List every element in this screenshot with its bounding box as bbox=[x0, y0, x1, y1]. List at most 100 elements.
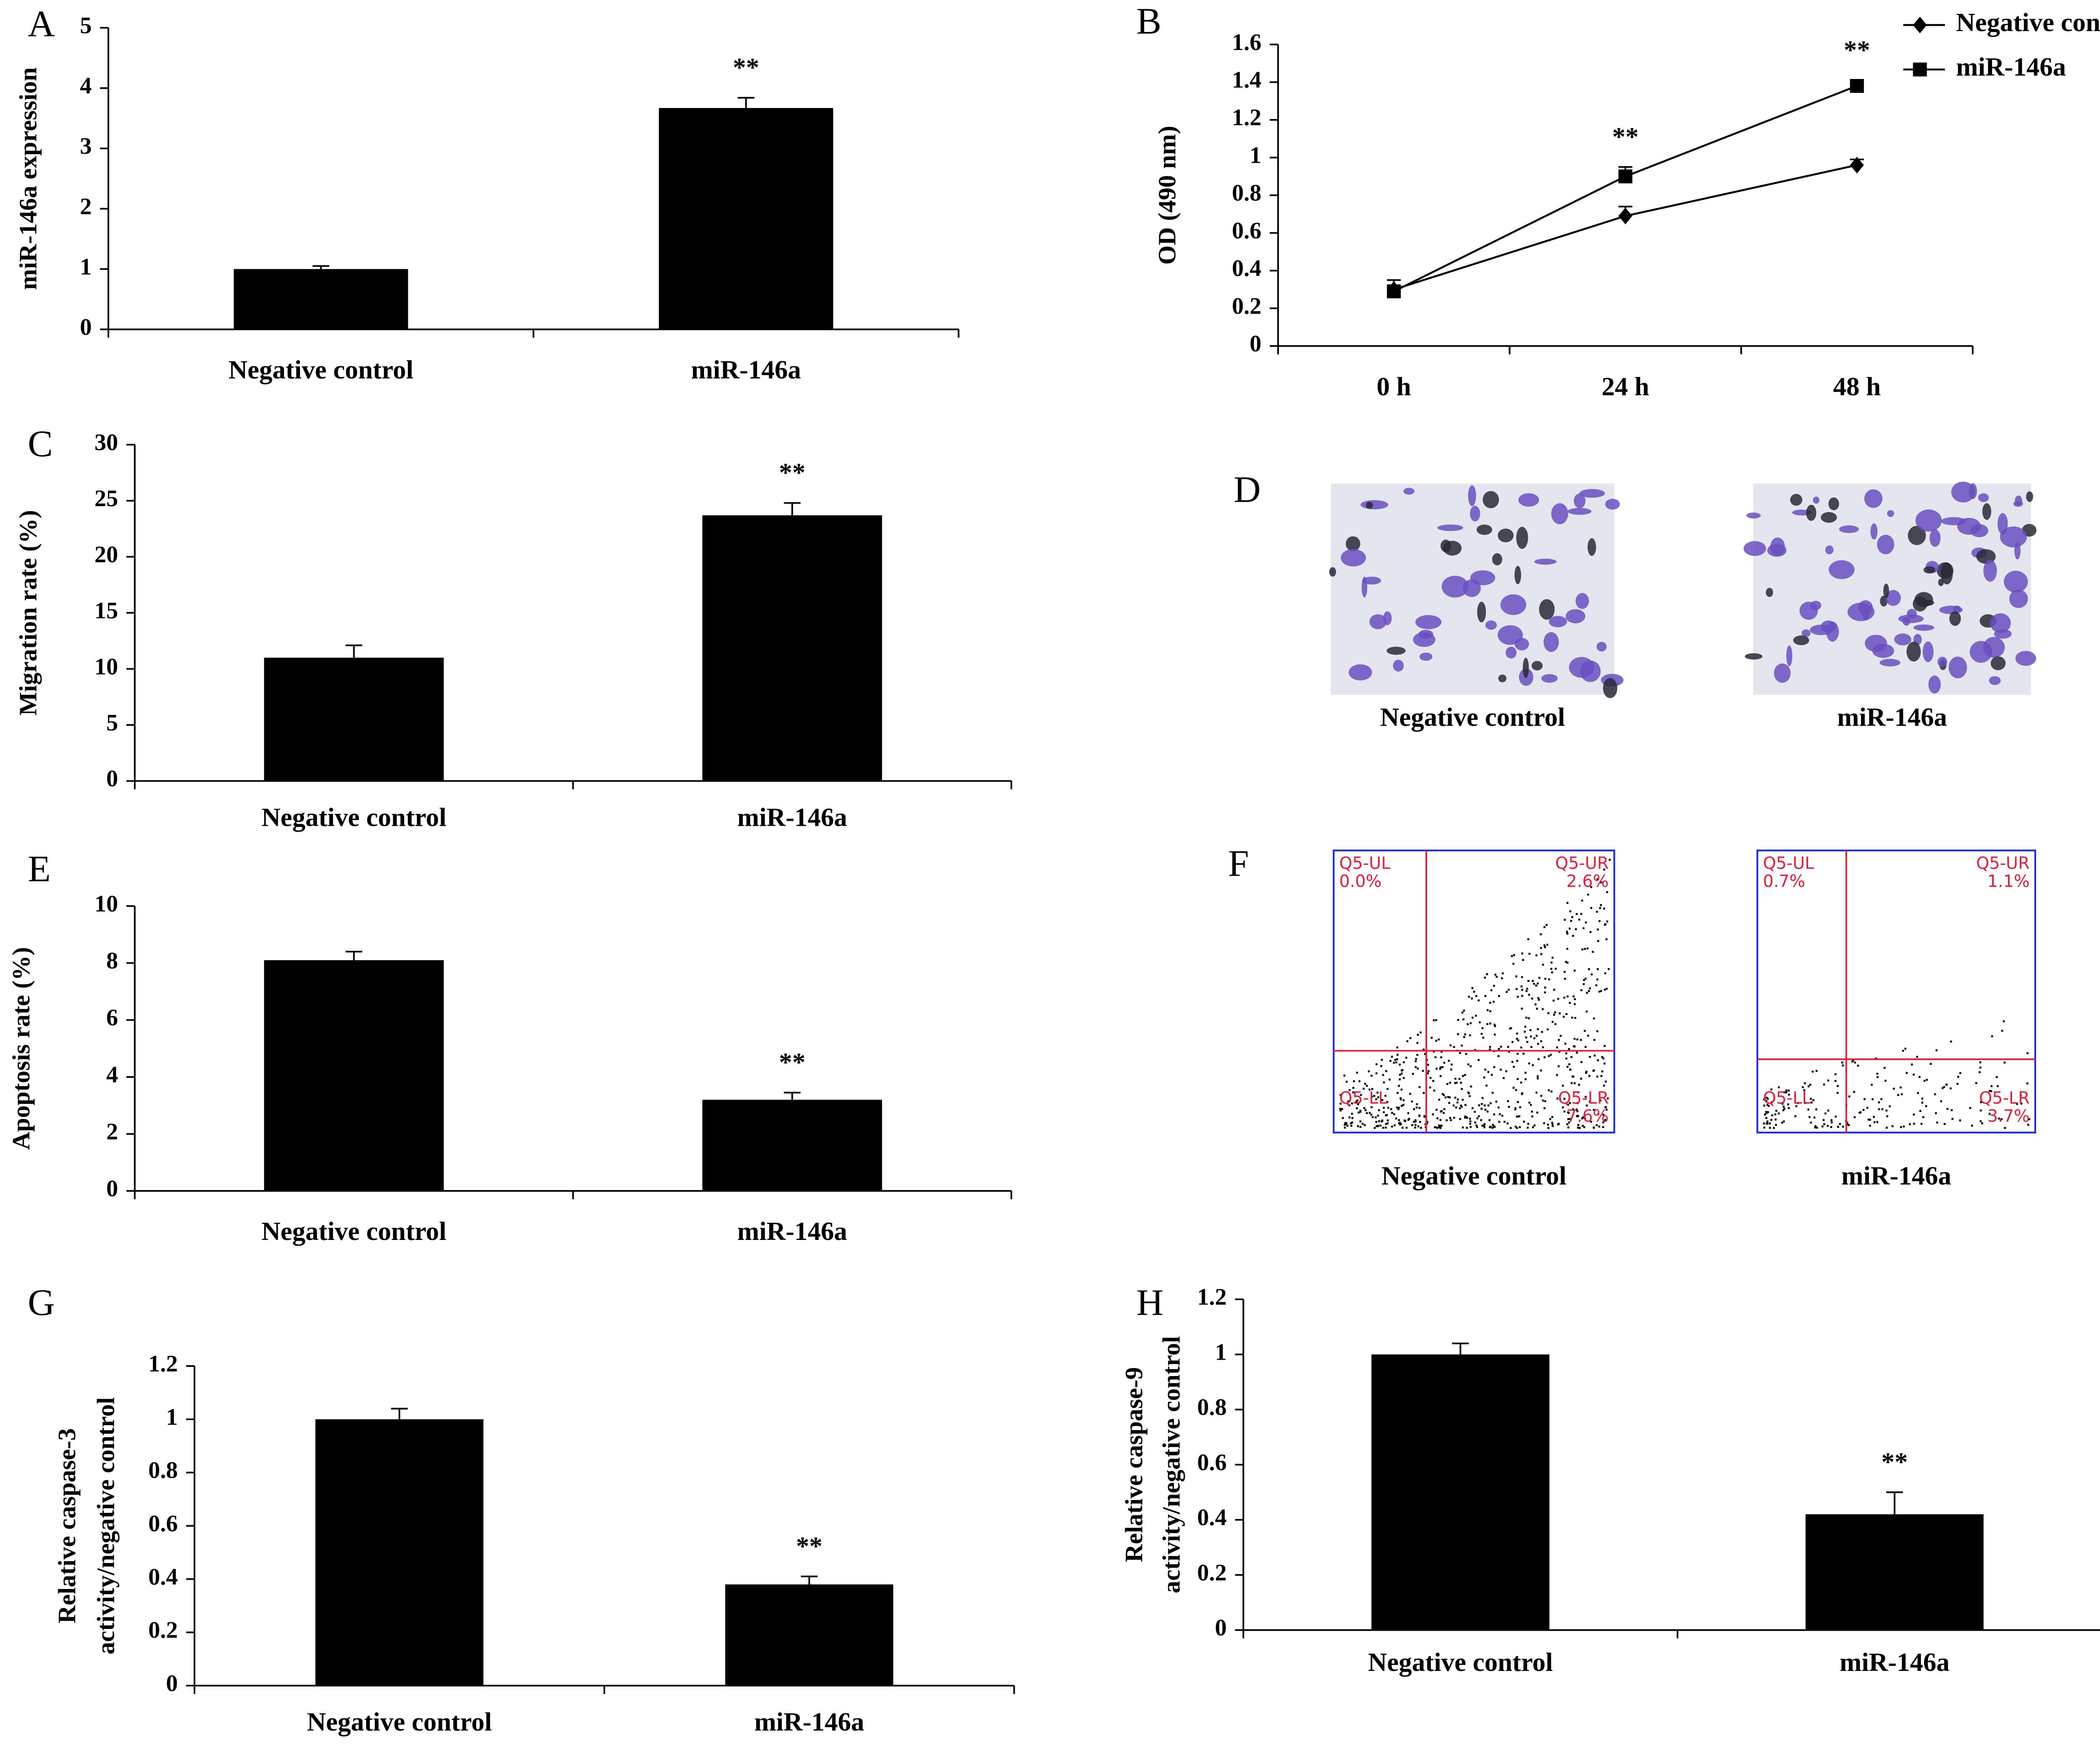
event bbox=[1450, 1068, 1452, 1071]
event bbox=[1536, 1111, 1538, 1114]
event bbox=[1763, 1104, 1765, 1107]
event bbox=[1486, 1009, 1489, 1011]
point bbox=[1618, 207, 1633, 225]
event bbox=[1368, 1112, 1371, 1114]
event bbox=[1370, 1114, 1373, 1116]
cell bbox=[1485, 620, 1497, 630]
event bbox=[1510, 1027, 1512, 1030]
event bbox=[1592, 951, 1594, 953]
event bbox=[1897, 1094, 1899, 1096]
cell bbox=[1774, 663, 1791, 683]
event bbox=[1517, 1115, 1519, 1118]
event bbox=[1420, 1031, 1422, 1034]
x-tick-label: Negative control bbox=[307, 1707, 492, 1736]
event bbox=[1433, 1019, 1435, 1022]
event bbox=[1862, 1109, 1865, 1111]
event bbox=[1348, 1104, 1350, 1106]
x-tick-label: Negative control bbox=[1368, 1647, 1553, 1677]
event bbox=[1514, 1108, 1517, 1111]
event bbox=[1769, 1127, 1771, 1129]
x-tick-label: miR-146a bbox=[1840, 1647, 1950, 1677]
event bbox=[1570, 1056, 1572, 1058]
event bbox=[1775, 1124, 1777, 1126]
event bbox=[1467, 1091, 1470, 1094]
event bbox=[1593, 1126, 1595, 1129]
event bbox=[1438, 1098, 1440, 1101]
event bbox=[1456, 1101, 1459, 1104]
event bbox=[1515, 975, 1517, 977]
event bbox=[1394, 1124, 1396, 1127]
event bbox=[1567, 1103, 1570, 1106]
cell bbox=[1825, 545, 1834, 554]
event bbox=[1567, 1111, 1569, 1114]
event bbox=[1880, 1098, 1882, 1101]
event bbox=[1593, 1069, 1595, 1072]
y-tick-label: 1.4 bbox=[1232, 67, 1261, 93]
event bbox=[1596, 1075, 1599, 1078]
event bbox=[1386, 1119, 1389, 1122]
event bbox=[1350, 1124, 1352, 1127]
panel-label: A bbox=[28, 3, 55, 45]
event bbox=[1356, 1072, 1358, 1074]
event bbox=[1787, 1103, 1789, 1106]
event bbox=[1429, 1077, 1432, 1079]
event bbox=[1996, 1076, 1998, 1078]
event bbox=[1551, 956, 1554, 959]
event bbox=[1550, 1090, 1553, 1093]
cell bbox=[1908, 525, 1926, 545]
event bbox=[1576, 1115, 1578, 1117]
cell bbox=[1786, 645, 1793, 667]
significance: ** bbox=[779, 1048, 806, 1077]
cell bbox=[1913, 596, 1927, 612]
cell bbox=[1941, 562, 1953, 585]
cell bbox=[1829, 560, 1855, 579]
event bbox=[1400, 1098, 1402, 1101]
event bbox=[1538, 1058, 1540, 1060]
event bbox=[1484, 1069, 1486, 1071]
cell bbox=[1978, 493, 1989, 502]
event bbox=[1415, 1060, 1417, 1063]
event bbox=[1493, 985, 1495, 987]
event bbox=[1400, 1105, 1403, 1107]
event bbox=[1783, 1120, 1785, 1123]
cell bbox=[1580, 660, 1601, 682]
event bbox=[1571, 1016, 1573, 1019]
event bbox=[1588, 990, 1590, 992]
event bbox=[1544, 986, 1546, 989]
cell bbox=[1864, 489, 1883, 508]
bar bbox=[1805, 1514, 1984, 1630]
event bbox=[1434, 1056, 1437, 1058]
y-tick-label: 1.2 bbox=[1232, 105, 1261, 131]
event bbox=[1498, 1048, 1500, 1050]
y-tick-label: 0 bbox=[106, 766, 118, 792]
event bbox=[1371, 1116, 1374, 1118]
event bbox=[1815, 1070, 1818, 1072]
event bbox=[1441, 1093, 1444, 1095]
y-tick-label: 4 bbox=[106, 1062, 118, 1088]
event bbox=[1771, 1101, 1773, 1103]
y-tick-label: 3 bbox=[80, 133, 92, 159]
event bbox=[1517, 995, 1519, 998]
event bbox=[1383, 1107, 1385, 1109]
event bbox=[1366, 1085, 1368, 1087]
event bbox=[1911, 1064, 1913, 1066]
event bbox=[1604, 924, 1606, 926]
cell bbox=[1745, 653, 1763, 660]
cell bbox=[1596, 642, 1607, 651]
event bbox=[1498, 1121, 1500, 1123]
event bbox=[1339, 1109, 1342, 1112]
y-tick-label: 0.4 bbox=[1197, 1505, 1226, 1531]
event bbox=[1393, 1113, 1395, 1115]
event bbox=[1439, 1075, 1442, 1077]
event bbox=[1544, 1056, 1546, 1058]
event bbox=[1459, 1118, 1461, 1120]
event bbox=[1830, 1119, 1832, 1122]
event bbox=[1885, 1127, 1888, 1129]
event bbox=[1345, 1123, 1347, 1125]
event bbox=[1575, 928, 1577, 930]
event bbox=[2004, 1127, 2006, 1129]
event bbox=[1483, 1124, 1486, 1127]
event bbox=[1355, 1102, 1358, 1104]
event bbox=[1781, 1122, 1783, 1124]
event bbox=[1606, 988, 1608, 990]
